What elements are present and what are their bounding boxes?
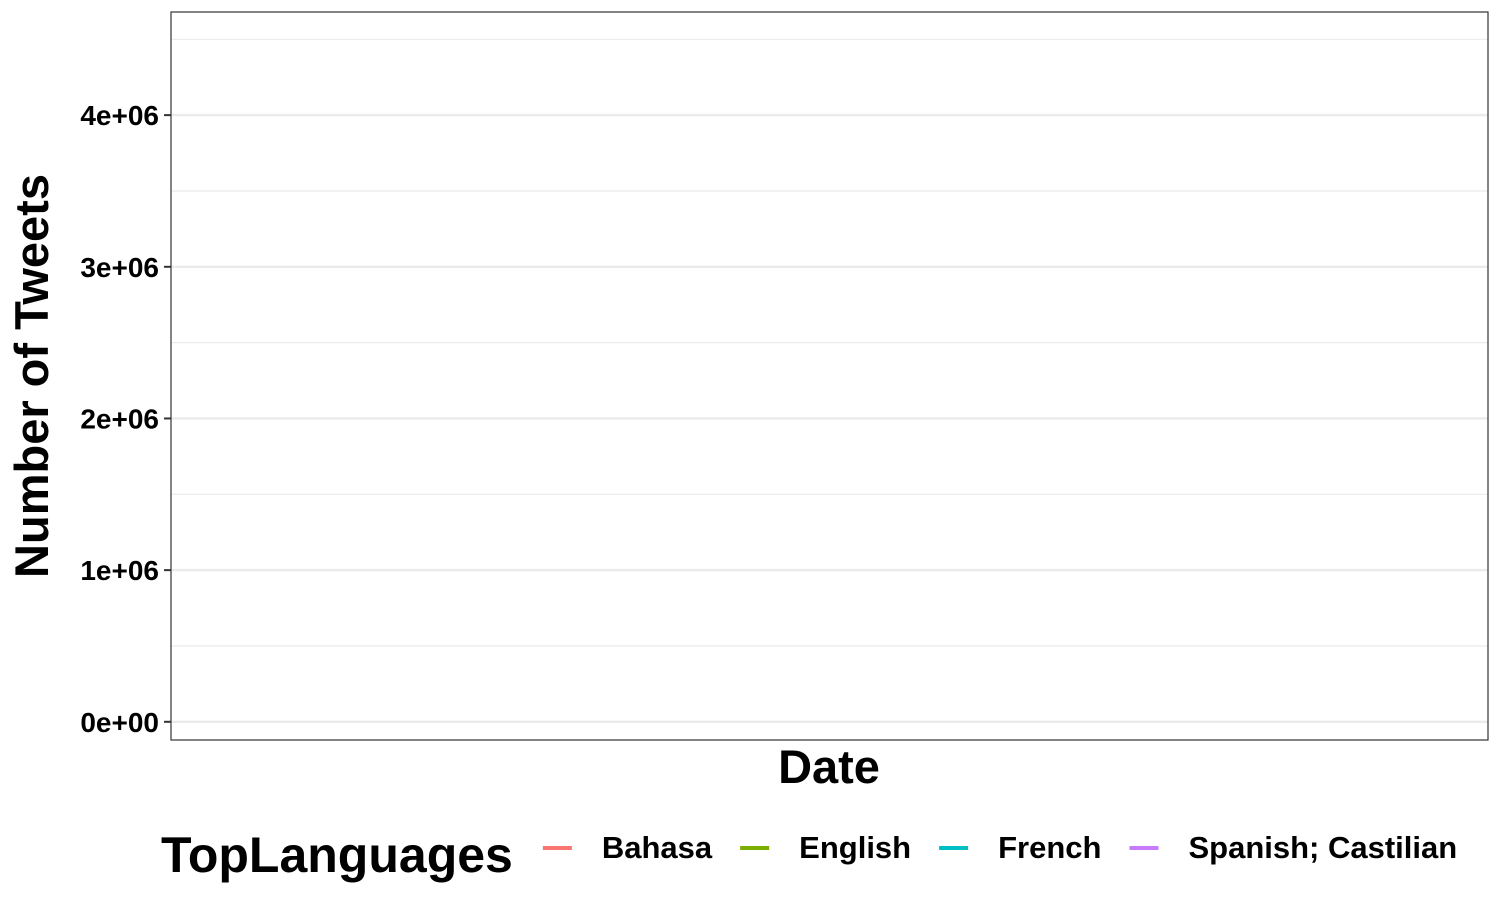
legend-item: Bahasa (542, 830, 713, 865)
legend-label: Bahasa (602, 830, 713, 865)
legend-item: English (740, 830, 911, 865)
y-tick-label: 0e+00 (80, 707, 159, 738)
legend-label: English (799, 830, 911, 865)
plot-panel-border (170, 11, 1489, 741)
y-axis-title: Number of Tweets (5, 174, 58, 578)
y-tick-label: 2e+06 (80, 403, 159, 434)
legend-item: Spanish; Castilian (1129, 830, 1457, 865)
grid-lines (171, 38, 1488, 723)
y-tick-label: 4e+06 (80, 100, 159, 131)
legend: TopLanguages Bahasa English French Spanish;… (161, 827, 1457, 883)
x-axis-title: Date (778, 740, 880, 793)
y-axis: 0e+00 1e+06 2e+06 3e+06 4e+06 (80, 100, 171, 738)
legend-entries: Bahasa English French Spanish; Castilian (542, 830, 1457, 865)
legend-title: TopLanguages (161, 827, 513, 883)
legend-label: Spanish; Castilian (1188, 830, 1457, 865)
y-tick-label: 1e+06 (80, 555, 159, 586)
legend-item: French (939, 830, 1101, 865)
legend-label: French (998, 830, 1101, 865)
y-tick-label: 3e+06 (80, 252, 159, 283)
